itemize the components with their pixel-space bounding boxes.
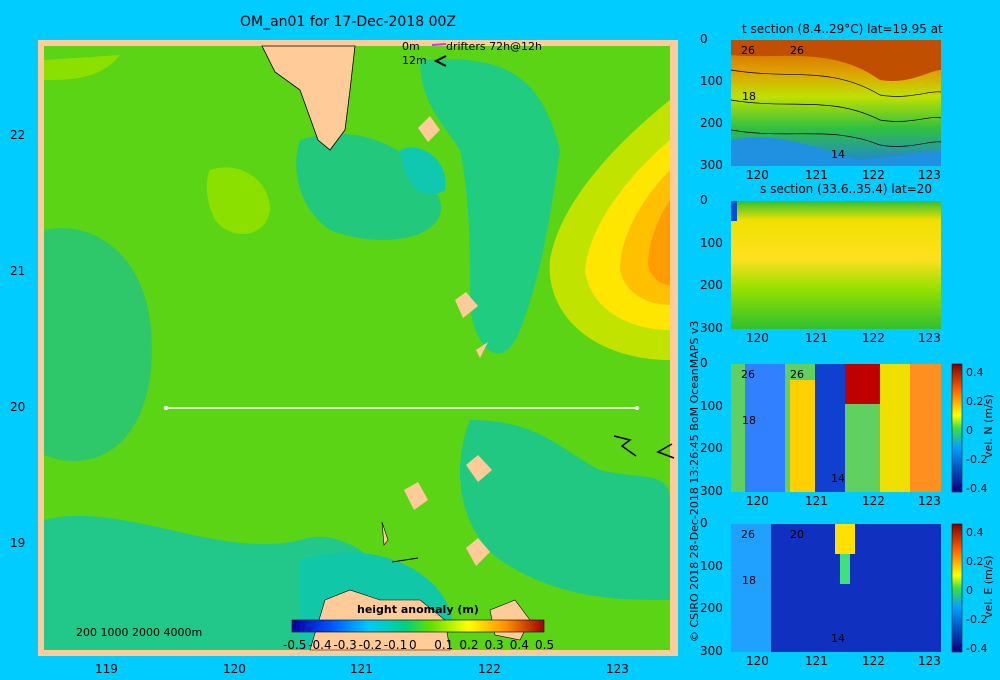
panel-s-title: s section (33.6..35.4) lat=20: [760, 182, 933, 196]
panel-x-tick: 121: [805, 168, 828, 182]
panel-x-tick: 121: [805, 494, 828, 508]
panel-x-tick: 122: [862, 168, 885, 182]
panel-y-tick: 300: [700, 644, 723, 658]
contour-label: 14: [831, 632, 845, 645]
panel-y-tick: 0: [700, 32, 708, 46]
vel-cbar-tick: 0.4: [966, 526, 984, 539]
panel-x-tick: 123: [918, 168, 941, 182]
credit-text: © CSIRO 2018 28-Dec-2018 13:26:45 BoM Oc…: [688, 320, 701, 642]
vel-cbar-tick: -0.2: [966, 453, 988, 466]
colorbar-tick: -0.2: [358, 638, 383, 652]
contour-label: 14: [831, 148, 845, 161]
drifter-legend-text: drifters 72h@12h: [446, 40, 543, 53]
panel-y-tick: 200: [700, 601, 723, 616]
map-y-tick: 19: [10, 536, 26, 550]
colorbar-tick: 0.1: [434, 638, 454, 652]
panel-x-tick: 120: [746, 494, 769, 508]
depth-scale: 200 1000 2000 4000m: [76, 626, 203, 639]
contour-label: 18: [742, 90, 756, 103]
panel-t-section: [730, 40, 942, 166]
panel-y-tick: 100: [700, 398, 723, 413]
map-x-tick: 122: [478, 662, 501, 676]
panel-y-tick: 100: [700, 235, 723, 250]
contour-label: 20: [790, 528, 804, 541]
panel-x-tick: 123: [918, 654, 941, 668]
panel-x-tick: 121: [805, 331, 828, 345]
colorbar-tick: -0.3: [333, 638, 357, 652]
drifter-legend-12m: [433, 55, 447, 67]
panel-y-tick: 300: [700, 321, 723, 335]
panel-s-section: [731, 201, 941, 329]
colorbar-label: height anomaly (m): [357, 603, 479, 616]
map-x-tick: 120: [223, 662, 246, 676]
vel-cbar-tick: 0: [966, 424, 973, 437]
panel-x-tick: 122: [862, 494, 885, 508]
panel-x-tick: 122: [862, 654, 885, 668]
vel-cbar-tick: 0.4: [966, 366, 984, 379]
panel-y-tick: 0: [700, 356, 708, 370]
drifter-legend-0m: [431, 43, 447, 46]
colorbar-tick: -0.1: [383, 638, 408, 652]
panel-vel-e: [731, 523, 963, 653]
colorbar-tick: 0.5: [535, 638, 555, 652]
panel-y-tick: 100: [700, 74, 723, 88]
contour-label: 18: [742, 574, 756, 587]
panel-x-tick: 122: [862, 331, 885, 345]
colorbar-tick: -0.4: [308, 638, 332, 652]
vel-cbar-tick: -0.4: [966, 642, 988, 655]
vel-cbar-label: vel. N (m/s): [982, 394, 995, 458]
vel-cbar-tick: 0: [966, 584, 973, 597]
drifter-legend-12m-label: 12m: [402, 54, 427, 67]
panel-y-tick: 200: [700, 278, 723, 293]
drifter-legend-0m-label: 0m: [402, 40, 420, 53]
panel-x-tick: 120: [746, 654, 769, 668]
map-x-tick: 123: [606, 662, 629, 676]
colorbar-tick: 0: [409, 638, 417, 652]
map-y-tick: 20: [10, 400, 26, 414]
contour-label: 26: [741, 528, 755, 541]
contour-label: 14: [831, 472, 845, 485]
panel-x-tick: 123: [918, 494, 941, 508]
vel-cbar-tick: 0.2: [966, 395, 984, 408]
panel-y-tick: 200: [700, 116, 723, 130]
colorbar-tick: 0.4: [509, 638, 529, 652]
contour-label: 26: [741, 44, 755, 57]
panel-x-tick: 123: [918, 331, 941, 345]
panel-y-tick: 0: [700, 516, 708, 530]
vel-cbar-tick: -0.4: [966, 482, 988, 495]
contour-label: 26: [790, 44, 804, 57]
map-x-tick: 119: [95, 662, 118, 676]
panel-y-tick: 0: [700, 193, 708, 207]
panel-x-tick: 121: [805, 654, 828, 668]
map-x-tick: 121: [350, 662, 373, 676]
contour-label: 26: [790, 368, 804, 381]
contour-label: 26: [741, 368, 755, 381]
panel-x-tick: 120: [746, 331, 769, 345]
vel-cbar-tick: 0.2: [966, 555, 984, 568]
main-title: OM_an01 for 17-Dec-2018 00Z: [240, 14, 457, 30]
taiwan-landmass: [261, 45, 356, 151]
contour-label: 18: [742, 414, 756, 427]
colorbar-tick: 0.2: [459, 638, 479, 652]
drifter-track: [613, 435, 637, 457]
map-y-tick: 22: [10, 128, 26, 142]
panel-y-tick: 300: [700, 484, 723, 498]
colorbar-tick: -0.5: [283, 638, 307, 652]
panel-y-tick: 200: [700, 441, 723, 456]
colorbar-tick: 0.3: [484, 638, 504, 652]
map-y-tick: 21: [10, 264, 26, 278]
vel-cbar-tick: -0.2: [966, 613, 988, 626]
panel-x-tick: 120: [746, 168, 769, 182]
vel-cbar-label: vel. E (m/s): [982, 555, 995, 618]
panel-y-tick: 100: [700, 558, 723, 573]
panel-y-tick: 300: [700, 158, 723, 172]
panel-t-title: t section (8.4..29°C) lat=19.95 at: [742, 22, 943, 36]
height-colorbar: [291, 619, 545, 633]
panel-vel-n: [731, 363, 963, 493]
